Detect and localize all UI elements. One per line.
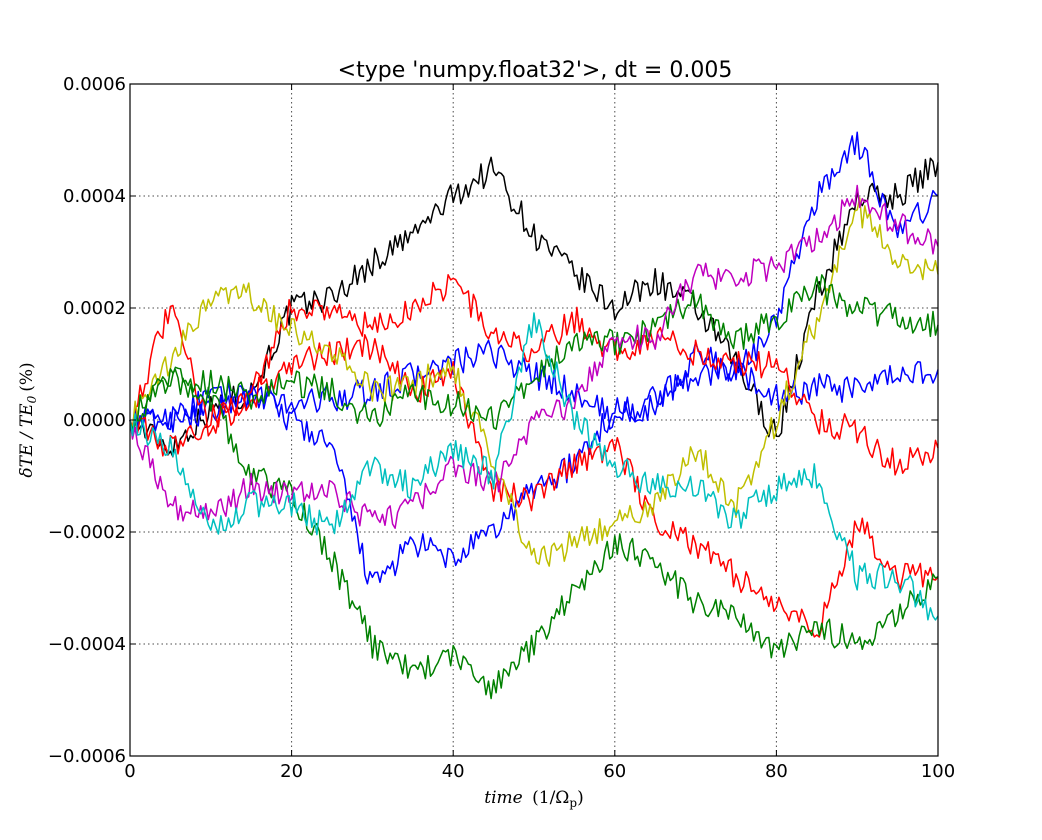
y-tick-label: −0.0002 bbox=[48, 522, 126, 543]
y-tick-label: −0.0006 bbox=[48, 746, 126, 767]
x-tick-label: 0 bbox=[124, 761, 135, 782]
series-line bbox=[129, 131, 939, 585]
series-line bbox=[129, 197, 939, 567]
x-tick-label: 40 bbox=[442, 761, 465, 782]
series-line bbox=[129, 312, 939, 621]
x-tick-label: 20 bbox=[280, 761, 303, 782]
x-tick-label: 100 bbox=[921, 761, 955, 782]
series-line bbox=[129, 274, 939, 432]
y-tick-label: 0.0002 bbox=[63, 298, 126, 319]
y-axis-label: δTE / TE0(%) bbox=[17, 362, 39, 477]
series-line bbox=[129, 368, 939, 700]
series-group bbox=[129, 131, 939, 700]
x-axis-label: time (1/Ωp) bbox=[484, 788, 583, 810]
x-tick-label: 80 bbox=[765, 761, 788, 782]
y-tick-label: −0.0004 bbox=[48, 634, 126, 655]
series-line bbox=[129, 334, 939, 638]
series-line bbox=[129, 184, 939, 529]
tick-labels: 0 20 40 60 80 100 −0.0006 −0.0004 −0.0002 0.0000 0… bbox=[48, 74, 955, 782]
series-line bbox=[129, 274, 939, 476]
y-tick-label: 0.0006 bbox=[63, 74, 126, 95]
ticks bbox=[129, 83, 939, 757]
y-tick-label: 0.0000 bbox=[63, 410, 126, 431]
chart-title: <type 'numpy.float32'>, dt = 0.005 bbox=[338, 58, 733, 83]
y-tick-label: 0.0004 bbox=[63, 186, 126, 207]
x-tick-label: 60 bbox=[603, 761, 626, 782]
